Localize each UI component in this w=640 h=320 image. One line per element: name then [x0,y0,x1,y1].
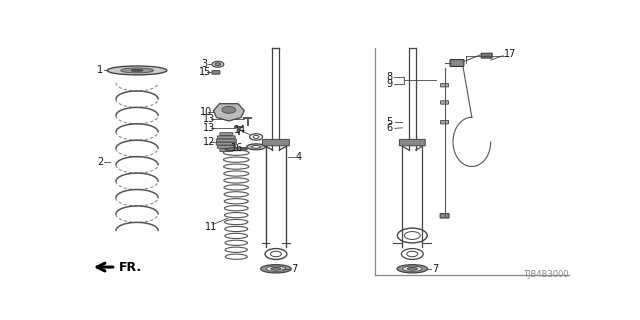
Text: 5: 5 [387,117,393,127]
Ellipse shape [246,144,266,150]
FancyBboxPatch shape [450,60,464,67]
Text: TJB4B3000: TJB4B3000 [523,270,568,279]
Text: 12: 12 [203,137,216,147]
Ellipse shape [408,268,417,270]
Text: 10: 10 [200,107,212,117]
Circle shape [215,63,221,66]
FancyBboxPatch shape [218,136,236,139]
Ellipse shape [271,268,281,270]
Text: 4: 4 [296,152,302,162]
Text: 7: 7 [291,264,297,274]
FancyBboxPatch shape [220,133,233,135]
Circle shape [212,61,224,67]
Text: 9: 9 [387,79,393,89]
FancyBboxPatch shape [216,142,236,145]
Text: 14: 14 [234,124,246,135]
FancyBboxPatch shape [212,71,220,74]
FancyBboxPatch shape [218,146,236,148]
Ellipse shape [108,66,167,75]
FancyBboxPatch shape [262,140,289,146]
Text: 15: 15 [199,68,211,77]
Text: 17: 17 [504,49,516,60]
Text: 2: 2 [97,156,104,167]
FancyBboxPatch shape [220,149,233,151]
Ellipse shape [403,266,422,271]
Text: 13: 13 [203,123,215,133]
Text: 8: 8 [387,72,393,82]
Ellipse shape [266,266,285,271]
Text: 6: 6 [387,123,393,133]
Text: 13: 13 [203,114,215,124]
FancyBboxPatch shape [399,140,425,146]
Text: FR.: FR. [118,260,142,274]
Text: 16: 16 [231,143,243,153]
FancyBboxPatch shape [216,139,236,142]
Ellipse shape [121,68,154,73]
FancyBboxPatch shape [440,213,449,218]
Ellipse shape [225,148,247,151]
Ellipse shape [252,146,260,148]
Circle shape [222,107,236,113]
Ellipse shape [260,265,291,273]
Ellipse shape [397,265,428,273]
Text: 7: 7 [432,264,438,274]
Polygon shape [213,104,244,121]
FancyBboxPatch shape [440,120,449,124]
Ellipse shape [131,69,143,71]
FancyBboxPatch shape [440,84,449,87]
Text: 3: 3 [202,59,207,69]
Text: 1: 1 [97,65,104,76]
FancyBboxPatch shape [481,53,492,58]
Text: 11: 11 [205,222,217,232]
FancyBboxPatch shape [440,101,449,104]
